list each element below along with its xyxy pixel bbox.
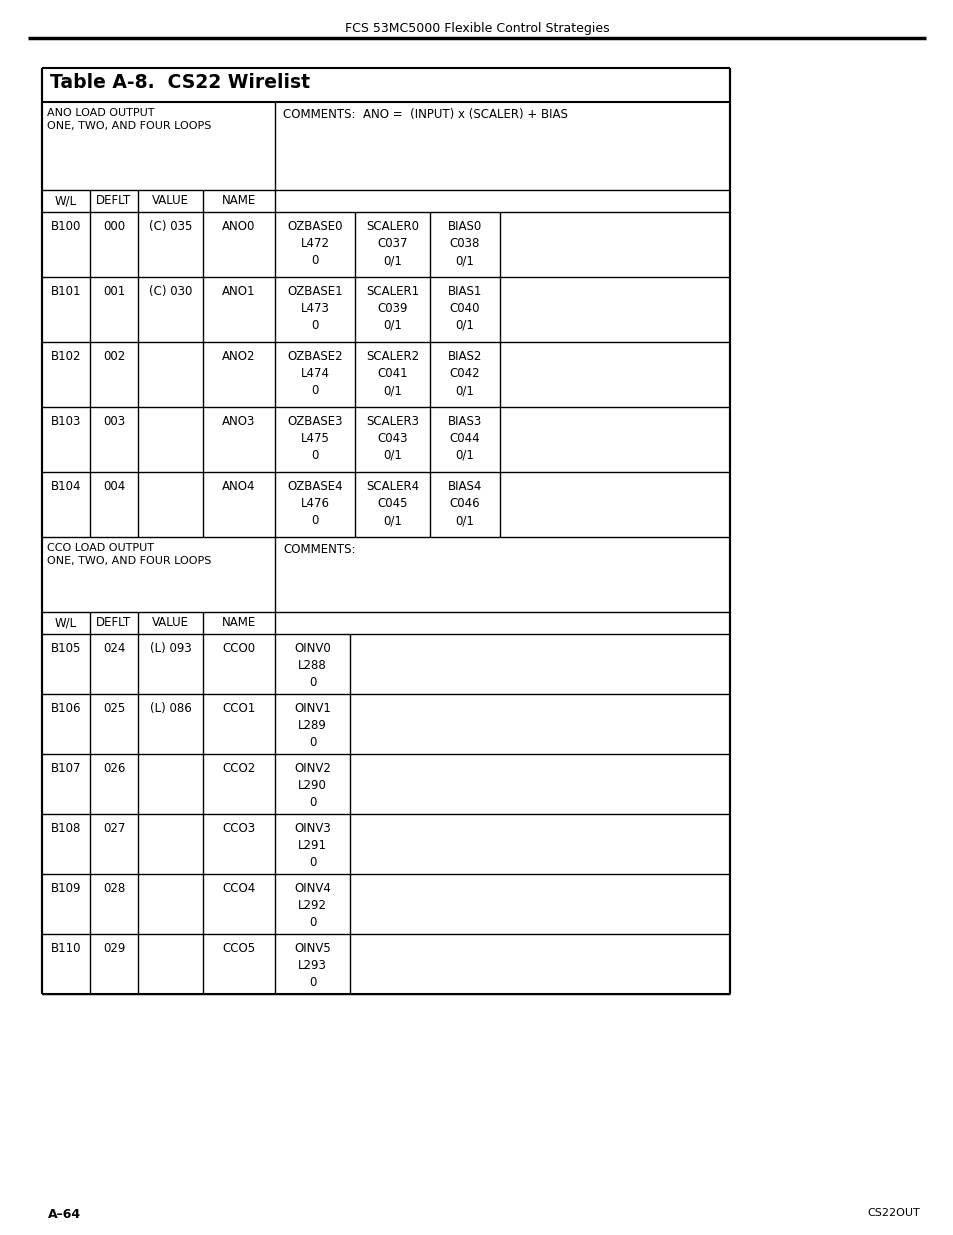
Text: FCS 53MC5000 Flexible Control Strategies: FCS 53MC5000 Flexible Control Strategies	[344, 22, 609, 35]
Text: (C) 035: (C) 035	[149, 220, 192, 233]
Text: VALUE: VALUE	[152, 616, 189, 630]
Text: B102: B102	[51, 350, 81, 363]
Text: (L) 086: (L) 086	[150, 701, 192, 715]
Text: ANO0: ANO0	[222, 220, 255, 233]
Text: 003: 003	[103, 415, 125, 429]
Text: 004: 004	[103, 480, 125, 493]
Text: NAME: NAME	[222, 194, 255, 207]
Text: NAME: NAME	[222, 616, 255, 630]
Text: SCALER4
C045
0/1: SCALER4 C045 0/1	[366, 480, 418, 527]
Text: Table A-8.  CS22 Wirelist: Table A-8. CS22 Wirelist	[50, 73, 310, 91]
Text: ANO1: ANO1	[222, 285, 255, 298]
Text: ANO3: ANO3	[222, 415, 255, 429]
Text: B104: B104	[51, 480, 81, 493]
Text: CCO3: CCO3	[222, 823, 255, 835]
Text: 027: 027	[103, 823, 125, 835]
Text: W/L: W/L	[55, 616, 77, 630]
Text: DEFLT: DEFLT	[96, 194, 132, 207]
Text: OINV3
L291
0: OINV3 L291 0	[294, 823, 331, 869]
Text: 025: 025	[103, 701, 125, 715]
Text: ANO2: ANO2	[222, 350, 255, 363]
Text: CCO1: CCO1	[222, 701, 255, 715]
Text: B101: B101	[51, 285, 81, 298]
Text: ANO4: ANO4	[222, 480, 255, 493]
Text: SCALER3
C043
0/1: SCALER3 C043 0/1	[366, 415, 418, 462]
Text: (C) 030: (C) 030	[149, 285, 192, 298]
Text: CCO2: CCO2	[222, 762, 255, 776]
Text: OZBASE4
L476
0: OZBASE4 L476 0	[287, 480, 342, 527]
Text: A–64: A–64	[48, 1208, 81, 1221]
Text: ANO LOAD OUTPUT
ONE, TWO, AND FOUR LOOPS: ANO LOAD OUTPUT ONE, TWO, AND FOUR LOOPS	[47, 107, 212, 131]
Text: CCO5: CCO5	[222, 942, 255, 955]
Text: OINV0
L288
0: OINV0 L288 0	[294, 642, 331, 689]
Text: VALUE: VALUE	[152, 194, 189, 207]
Text: B100: B100	[51, 220, 81, 233]
Text: 001: 001	[103, 285, 125, 298]
Text: CCO4: CCO4	[222, 882, 255, 895]
Text: 000: 000	[103, 220, 125, 233]
Text: BIAS4
C046
0/1: BIAS4 C046 0/1	[447, 480, 481, 527]
Text: W/L: W/L	[55, 194, 77, 207]
Text: OZBASE1
L473
0: OZBASE1 L473 0	[287, 285, 342, 332]
Text: OZBASE0
L472
0: OZBASE0 L472 0	[287, 220, 342, 267]
Text: SCALER0
C037
0/1: SCALER0 C037 0/1	[366, 220, 418, 267]
Text: CCO0: CCO0	[222, 642, 255, 655]
Text: CCO LOAD OUTPUT
ONE, TWO, AND FOUR LOOPS: CCO LOAD OUTPUT ONE, TWO, AND FOUR LOOPS	[47, 543, 212, 566]
Text: BIAS1
C040
0/1: BIAS1 C040 0/1	[447, 285, 481, 332]
Text: (L) 093: (L) 093	[150, 642, 192, 655]
Text: B109: B109	[51, 882, 81, 895]
Text: CS22OUT: CS22OUT	[866, 1208, 919, 1218]
Text: BIAS0
C038
0/1: BIAS0 C038 0/1	[447, 220, 481, 267]
Text: SCALER1
C039
0/1: SCALER1 C039 0/1	[366, 285, 418, 332]
Text: BIAS2
C042
0/1: BIAS2 C042 0/1	[447, 350, 481, 396]
Text: B105: B105	[51, 642, 81, 655]
Text: OINV2
L290
0: OINV2 L290 0	[294, 762, 331, 809]
Text: OZBASE2
L474
0: OZBASE2 L474 0	[287, 350, 342, 396]
Text: 002: 002	[103, 350, 125, 363]
Text: 026: 026	[103, 762, 125, 776]
Text: 029: 029	[103, 942, 125, 955]
Text: OINV5
L293
0: OINV5 L293 0	[294, 942, 331, 989]
Text: SCALER2
C041
0/1: SCALER2 C041 0/1	[366, 350, 418, 396]
Text: B107: B107	[51, 762, 81, 776]
Text: COMMENTS:: COMMENTS:	[283, 543, 355, 556]
Text: COMMENTS:  ANO =  (INPUT) x (SCALER) + BIAS: COMMENTS: ANO = (INPUT) x (SCALER) + BIA…	[283, 107, 567, 121]
Text: B110: B110	[51, 942, 81, 955]
Text: OZBASE3
L475
0: OZBASE3 L475 0	[287, 415, 342, 462]
Text: B103: B103	[51, 415, 81, 429]
Text: OINV4
L292
0: OINV4 L292 0	[294, 882, 331, 929]
Text: OINV1
L289
0: OINV1 L289 0	[294, 701, 331, 748]
Text: 028: 028	[103, 882, 125, 895]
Text: BIAS3
C044
0/1: BIAS3 C044 0/1	[447, 415, 481, 462]
Text: B108: B108	[51, 823, 81, 835]
Text: B106: B106	[51, 701, 81, 715]
Text: DEFLT: DEFLT	[96, 616, 132, 630]
Text: 024: 024	[103, 642, 125, 655]
